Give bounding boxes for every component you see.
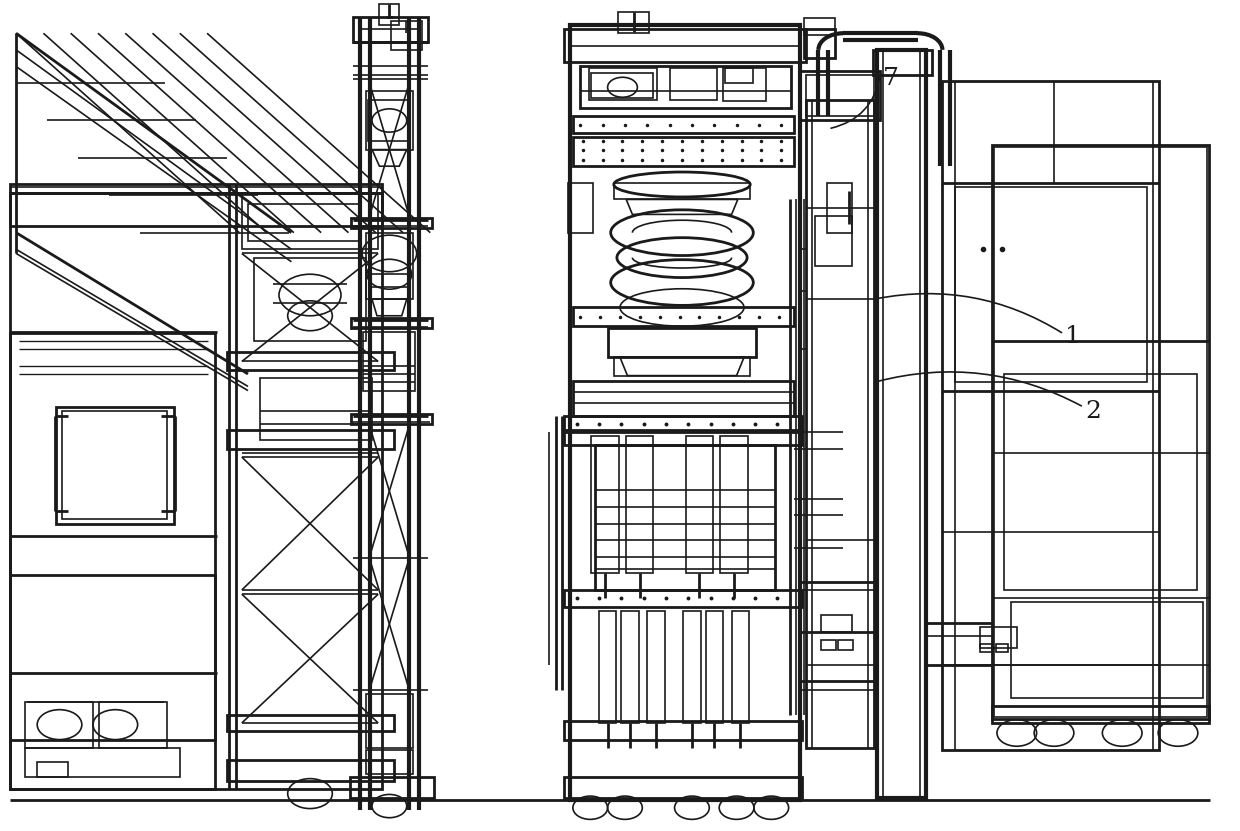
Text: 7: 7: [883, 67, 898, 91]
Bar: [670, 68, 717, 100]
Bar: [621, 611, 639, 723]
Bar: [379, 4, 399, 25]
Bar: [800, 71, 880, 120]
Bar: [996, 644, 1008, 652]
Bar: [591, 436, 619, 573]
Bar: [564, 416, 802, 432]
Bar: [366, 91, 413, 150]
Bar: [608, 328, 756, 357]
Bar: [10, 575, 215, 789]
Bar: [725, 68, 753, 83]
Bar: [980, 644, 992, 652]
Bar: [732, 611, 749, 723]
Bar: [683, 611, 701, 723]
Bar: [573, 381, 794, 416]
Bar: [626, 436, 653, 573]
Bar: [821, 615, 852, 632]
Bar: [804, 18, 835, 35]
Bar: [351, 318, 432, 328]
Bar: [10, 193, 382, 226]
Bar: [573, 307, 794, 326]
Bar: [873, 50, 932, 75]
Bar: [1004, 374, 1197, 590]
Bar: [806, 100, 874, 748]
Bar: [366, 233, 413, 299]
Bar: [942, 81, 1159, 750]
Bar: [580, 66, 791, 108]
Bar: [815, 216, 852, 266]
Bar: [647, 611, 665, 723]
Bar: [56, 407, 174, 524]
Text: 2: 2: [1086, 400, 1101, 423]
Bar: [821, 640, 836, 650]
Bar: [254, 258, 366, 341]
Bar: [62, 411, 167, 519]
Bar: [564, 777, 802, 798]
Bar: [363, 332, 415, 391]
Bar: [573, 116, 794, 133]
Bar: [1011, 602, 1203, 698]
Bar: [564, 590, 802, 607]
Bar: [350, 777, 434, 798]
Bar: [992, 145, 1209, 719]
Bar: [564, 721, 802, 740]
Bar: [260, 378, 372, 440]
Bar: [980, 627, 1017, 648]
Bar: [686, 436, 713, 573]
Bar: [351, 414, 432, 424]
Bar: [391, 21, 422, 50]
Bar: [25, 748, 180, 777]
Bar: [706, 611, 723, 723]
Bar: [591, 73, 653, 98]
Bar: [992, 706, 1209, 723]
Bar: [353, 17, 428, 42]
Bar: [564, 29, 806, 62]
Text: 1: 1: [1065, 325, 1080, 348]
Bar: [366, 750, 413, 774]
Bar: [806, 75, 874, 116]
Bar: [614, 183, 750, 199]
Bar: [99, 702, 167, 748]
Bar: [599, 611, 616, 723]
Bar: [618, 12, 649, 33]
Bar: [351, 218, 432, 228]
Bar: [10, 333, 215, 740]
Bar: [37, 762, 68, 777]
Bar: [723, 68, 766, 101]
Bar: [877, 50, 926, 798]
Bar: [595, 445, 775, 590]
Bar: [589, 68, 657, 100]
Bar: [368, 100, 410, 141]
Bar: [614, 357, 750, 376]
Bar: [248, 204, 360, 241]
Bar: [827, 183, 852, 233]
Bar: [804, 29, 835, 58]
Bar: [955, 187, 1147, 382]
Bar: [573, 137, 794, 166]
Bar: [366, 694, 413, 748]
Bar: [570, 25, 800, 800]
Bar: [720, 436, 748, 573]
Bar: [227, 760, 394, 781]
Bar: [10, 184, 382, 789]
Bar: [994, 147, 1207, 717]
Bar: [227, 352, 394, 370]
Bar: [227, 715, 394, 731]
Bar: [242, 193, 378, 249]
Bar: [568, 183, 593, 233]
Bar: [25, 702, 93, 748]
Bar: [227, 430, 394, 449]
Bar: [564, 430, 802, 445]
Bar: [838, 640, 853, 650]
